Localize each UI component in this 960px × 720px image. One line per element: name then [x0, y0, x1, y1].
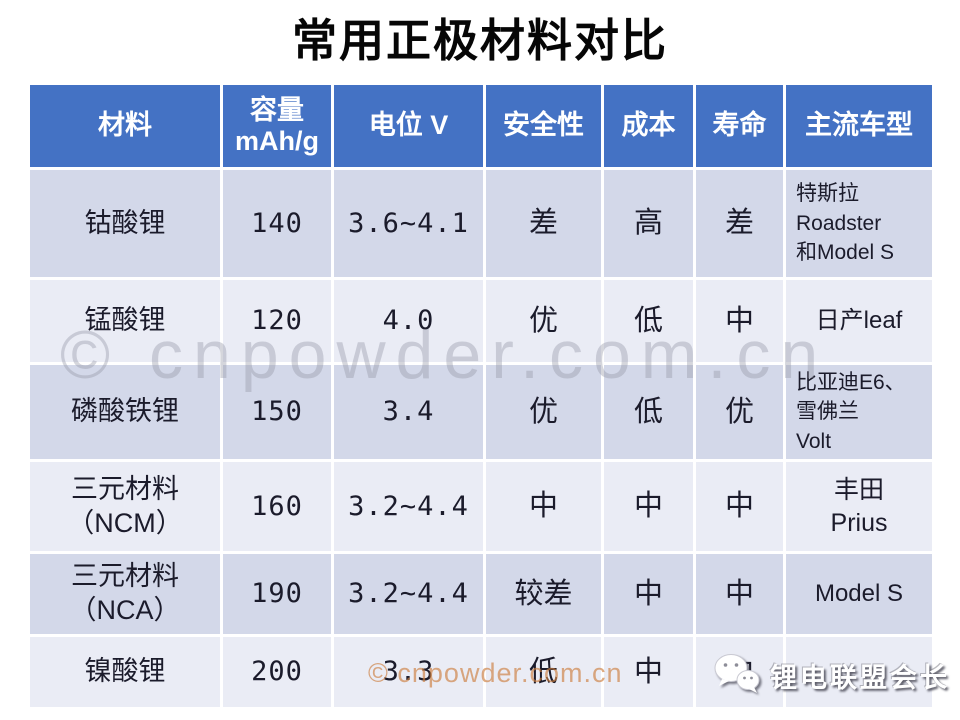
cell-cost: 低	[604, 365, 693, 459]
cell-material: 镍酸锂	[30, 637, 220, 707]
cell-cost: 高	[604, 170, 693, 277]
publisher-logo: 锂电联盟会长	[710, 644, 950, 706]
cell-vehicles: 比亚迪E6、 雪佛兰 Volt	[786, 365, 932, 459]
cell-lifespan: 优	[696, 365, 783, 459]
cell-vehicles: 丰田 Prius	[786, 462, 932, 551]
cell-vehicles: 日产leaf	[786, 280, 932, 362]
col-header-voltage: 电位 V	[334, 85, 483, 167]
cell-safety: 优	[486, 365, 601, 459]
cell-voltage: 3.4	[334, 365, 483, 459]
cell-capacity: 160	[223, 462, 331, 551]
cell-vehicles: Model S	[786, 554, 932, 634]
cell-lifespan: 中	[696, 462, 783, 551]
cell-cost: 中	[604, 554, 693, 634]
col-header-capacity: 容量 mAh/g	[223, 85, 331, 167]
cell-material: 锰酸锂	[30, 280, 220, 362]
cell-safety: 中	[486, 462, 601, 551]
col-header-cost: 成本	[604, 85, 693, 167]
cell-safety: 较差	[486, 554, 601, 634]
cell-lifespan: 中	[696, 280, 783, 362]
col-header-material: 材料	[30, 85, 220, 167]
cell-safety: 差	[486, 170, 601, 277]
comparison-table: 材料 容量 mAh/g 电位 V 安全性 成本 寿命 主流车型 钴酸锂 140 …	[30, 85, 932, 707]
cell-material: 钴酸锂	[30, 170, 220, 277]
cell-voltage: 3.2~4.4	[334, 462, 483, 551]
cell-cost: 中	[604, 462, 693, 551]
cell-lifespan: 中	[696, 554, 783, 634]
col-header-lifespan: 寿命	[696, 85, 783, 167]
cell-voltage: 4.0	[334, 280, 483, 362]
wechat-chat-bubbles-icon	[710, 650, 762, 701]
cell-safety: 低	[486, 637, 601, 707]
cell-cost: 低	[604, 280, 693, 362]
cell-voltage: 3.6~4.1	[334, 170, 483, 277]
publisher-name: 锂电联盟会长	[770, 662, 950, 693]
cell-material: 三元材料 （NCA）	[30, 554, 220, 634]
cell-capacity: 190	[223, 554, 331, 634]
cell-capacity: 200	[223, 637, 331, 707]
cell-material: 三元材料 （NCM）	[30, 462, 220, 551]
col-header-vehicles: 主流车型	[786, 85, 932, 167]
cell-voltage: 3.3	[334, 637, 483, 707]
cell-vehicles: 特斯拉 Roadster 和Model S	[786, 170, 932, 277]
col-header-safety: 安全性	[486, 85, 601, 167]
cell-capacity: 140	[223, 170, 331, 277]
cell-material: 磷酸铁锂	[30, 365, 220, 459]
cell-cost: 中	[604, 637, 693, 707]
cell-capacity: 120	[223, 280, 331, 362]
cell-capacity: 150	[223, 365, 331, 459]
cell-lifespan: 差	[696, 170, 783, 277]
cell-safety: 优	[486, 280, 601, 362]
slide-title: 常用正极材料对比	[291, 15, 668, 66]
cell-vehicles	[786, 637, 932, 707]
cell-voltage: 3.2~4.4	[334, 554, 483, 634]
